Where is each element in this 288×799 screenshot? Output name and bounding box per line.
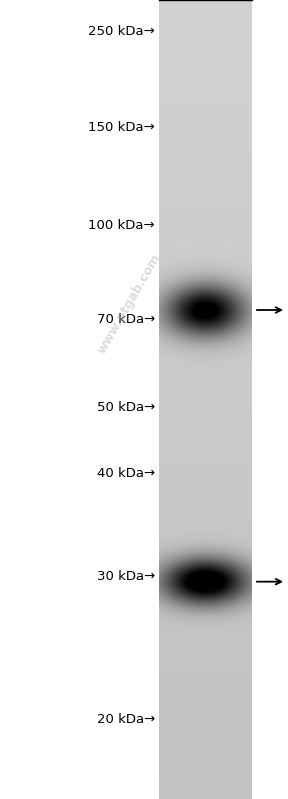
- Text: 70 kDa→: 70 kDa→: [97, 313, 155, 326]
- Text: 40 kDa→: 40 kDa→: [97, 467, 155, 479]
- Text: 250 kDa→: 250 kDa→: [88, 26, 155, 38]
- Text: 50 kDa→: 50 kDa→: [97, 401, 155, 414]
- Text: www.ptgab.com: www.ptgab.com: [95, 252, 163, 356]
- Text: 30 kDa→: 30 kDa→: [97, 570, 155, 583]
- Text: 20 kDa→: 20 kDa→: [97, 713, 155, 725]
- Text: 100 kDa→: 100 kDa→: [88, 219, 155, 232]
- Text: 150 kDa→: 150 kDa→: [88, 121, 155, 134]
